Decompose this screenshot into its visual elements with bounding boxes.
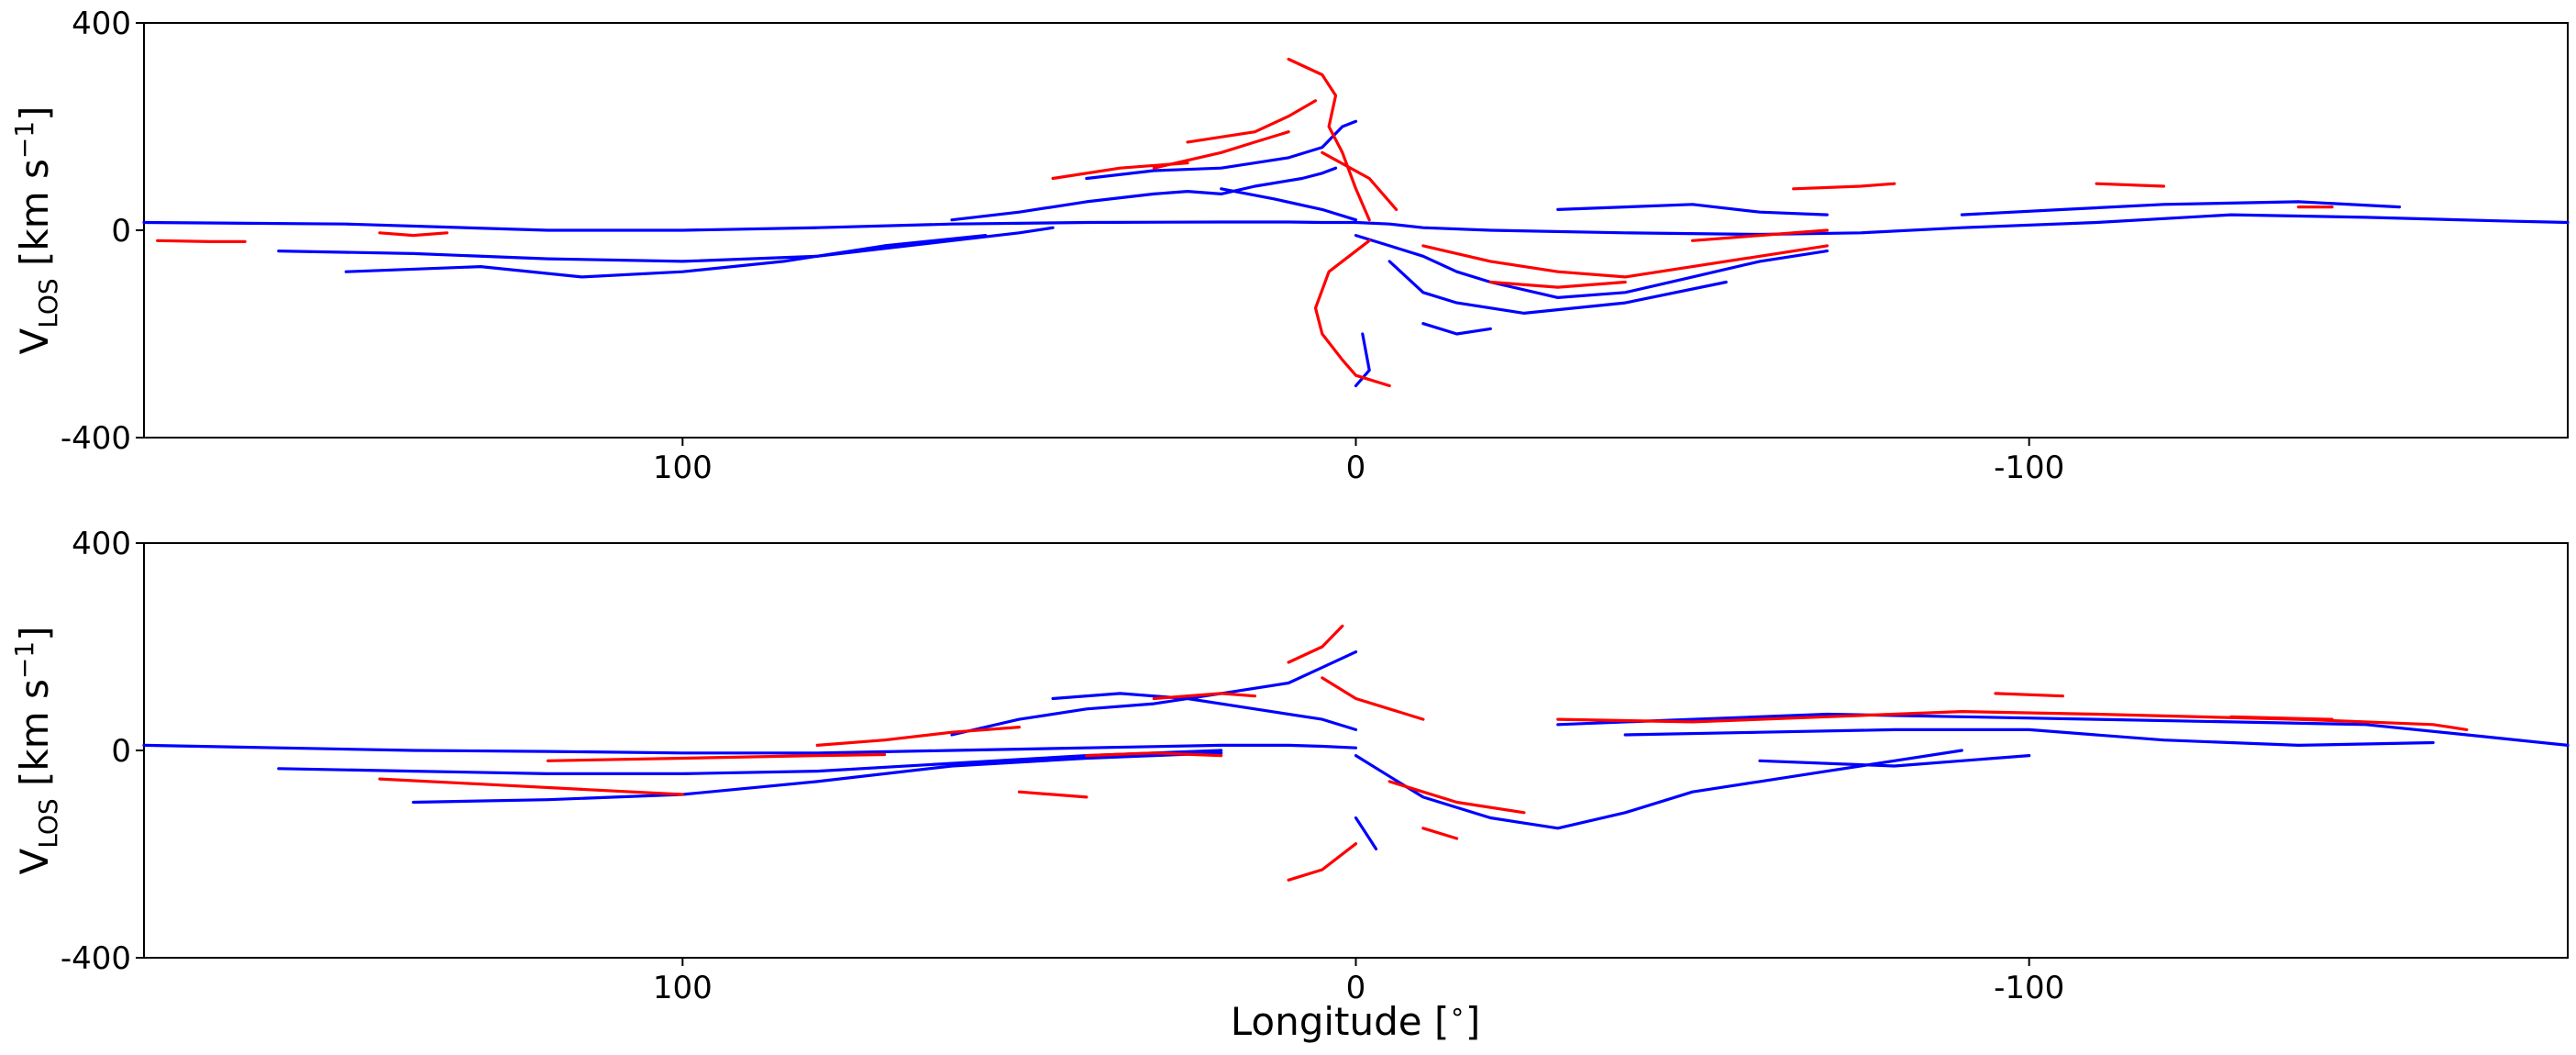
trace-blue-5: [1220, 187, 1358, 222]
x-tick-label: 100: [653, 970, 713, 1006]
trace-red-4: [1051, 161, 1189, 181]
y-tick-label: 0: [111, 733, 131, 770]
trace-blue-2: [412, 751, 1223, 805]
trace-blue-1: [277, 749, 1223, 776]
trace-red-7: [1321, 676, 1425, 721]
trace-red-3: [1085, 751, 1223, 758]
ylabel-sub: LOS: [33, 278, 63, 328]
trace-red-0: [378, 777, 684, 796]
trace-blue-3: [950, 166, 1338, 222]
ylabel-end: ]: [12, 106, 57, 120]
y-tick-label: 400: [72, 526, 131, 562]
trace-blue-0: [142, 743, 1358, 755]
trace-blue-4: [1085, 119, 1358, 181]
y-axis-label: VLOS [km s−1]: [9, 626, 63, 874]
x-tick-label: -100: [1994, 970, 2064, 1006]
chart-panel-top: 100 0 -100 400 0 -400 VLOS [km s−1]: [9, 6, 2570, 486]
trace-blue-5: [1354, 749, 1963, 830]
trace-red-1: [1287, 57, 1371, 222]
x-ticks: 100 0 -100: [653, 958, 2064, 1006]
x-axis-label: Longitude [∘]: [1231, 996, 1481, 1044]
x-tick-label: 0: [1346, 970, 1366, 1006]
trace-blue-9: [1556, 203, 1830, 217]
trace-blue-3: [950, 650, 1358, 737]
y-tick-label: 0: [111, 213, 131, 250]
chart-panel-bottom: 100 0 -100 400 0 -400 VLOS [km s−1] Longitud…: [9, 526, 2570, 1044]
xlabel-end: ]: [1465, 999, 1480, 1044]
trace-blue-6: [1354, 234, 1830, 299]
xlabel-text: Longitude [: [1231, 999, 1450, 1044]
x-tick-label: 100: [653, 450, 713, 486]
trace-group: [142, 624, 2570, 882]
y-tick-label: 400: [72, 6, 131, 42]
trace-red-8: [1388, 780, 1526, 815]
ylabel-end: ]: [12, 626, 57, 640]
trace-red-1: [546, 752, 887, 762]
x-tick-label: 0: [1346, 450, 1366, 486]
trace-blue-0: [142, 213, 2570, 237]
trace-red-2: [1186, 99, 1318, 144]
trace-red-6: [1313, 239, 1391, 388]
trace-red-5: [1321, 150, 1399, 211]
trace-blue-10: [1960, 200, 2402, 217]
y-ticks: 400 0 -400: [61, 526, 144, 977]
trace-blue-4: [1051, 692, 1358, 732]
trace-group: [142, 57, 2570, 388]
trace-red-5: [1152, 692, 1257, 701]
trace-red-12: [1690, 228, 1830, 242]
trace-red-13: [378, 231, 448, 238]
trace-blue-2: [344, 234, 988, 279]
ylabel-mid: [km s: [12, 679, 57, 798]
trace-red-6: [1287, 624, 1344, 664]
ylabel-base: V: [12, 328, 57, 355]
y-ticks: 400 0 -400: [61, 6, 144, 457]
trace-red-11: [1556, 709, 2098, 724]
ylabel-sup: −1: [9, 121, 39, 159]
trace-blue-6: [1556, 712, 2570, 748]
trace-blue-7: [1388, 260, 1728, 315]
ylabel-sup: −1: [9, 641, 39, 679]
trace-red-4: [1017, 790, 1089, 799]
trace-red-2: [815, 725, 1022, 748]
trace-blue-8: [1421, 322, 1492, 336]
trace-red-14: [2229, 715, 2334, 721]
xlabel-sup: ∘: [1449, 996, 1465, 1027]
y-tick-label: -400: [61, 940, 131, 977]
trace-red-7: [1421, 244, 1830, 279]
trace-blue-11: [1354, 332, 1371, 388]
trace-red-12: [1994, 692, 2064, 698]
trace-blue-1: [277, 226, 1055, 263]
trace-red-9: [1792, 182, 1896, 191]
y-axis-label: VLOS [km s−1]: [9, 106, 63, 354]
trace-blue-9: [1354, 816, 1378, 851]
x-tick-label: -100: [1994, 450, 2064, 486]
trace-blue-7: [1623, 727, 2435, 748]
ylabel-sub: LOS: [33, 798, 63, 848]
trace-red-0: [156, 239, 247, 243]
ylabel-base: V: [12, 849, 57, 875]
trace-red-13: [2095, 712, 2469, 732]
x-ticks: 100 0 -100: [653, 438, 2064, 486]
ylabel-mid: [km s: [12, 159, 57, 278]
trace-red-10: [2095, 182, 2166, 188]
trace-red-3: [1152, 130, 1290, 170]
y-tick-label: -400: [61, 420, 131, 457]
trace-red-9: [1287, 842, 1358, 882]
trace-red-8: [1488, 280, 1627, 289]
trace-blue-8: [1758, 753, 2031, 768]
trace-red-10: [1421, 827, 1459, 840]
